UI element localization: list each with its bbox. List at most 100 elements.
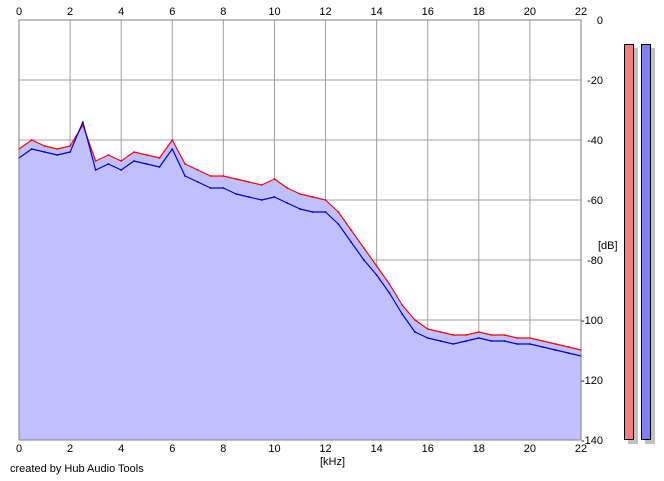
data-point <box>146 154 148 156</box>
data-point <box>197 169 199 171</box>
x-tick-label-top: 2 <box>67 6 73 18</box>
data-point <box>44 145 46 147</box>
data-point <box>491 340 493 342</box>
data-point <box>440 340 442 342</box>
data-point <box>197 181 199 183</box>
data-point <box>171 139 173 141</box>
data-point <box>120 160 122 162</box>
data-point <box>299 208 301 210</box>
data-point <box>389 292 391 294</box>
x-tick-label-bottom: 4 <box>118 443 124 455</box>
data-point <box>312 196 314 198</box>
x-tick-label-top: 18 <box>473 6 485 18</box>
data-point <box>120 169 122 171</box>
x-tick-label-top: 12 <box>319 6 331 18</box>
x-tick-label-top: 22 <box>575 6 587 18</box>
y-tick-label: -40 <box>587 135 603 147</box>
data-point <box>465 340 467 342</box>
level-meter-left <box>624 44 634 440</box>
data-point <box>529 337 531 339</box>
data-point <box>542 340 544 342</box>
data-point <box>95 169 97 171</box>
data-point <box>235 178 237 180</box>
data-point <box>235 193 237 195</box>
data-point <box>299 193 301 195</box>
data-point <box>337 211 339 213</box>
data-point <box>567 352 569 354</box>
data-point <box>325 211 327 213</box>
x-tick-label-bottom: 16 <box>422 443 434 455</box>
data-point <box>222 175 224 177</box>
y-tick-label: -100 <box>581 315 603 327</box>
data-point <box>248 181 250 183</box>
data-point <box>503 340 505 342</box>
data-point <box>274 178 276 180</box>
data-point <box>56 148 58 150</box>
data-point <box>312 211 314 213</box>
x-tick-label-bottom: 20 <box>524 443 536 455</box>
data-point <box>478 337 480 339</box>
data-point <box>31 139 33 141</box>
data-point <box>414 319 416 321</box>
data-point <box>555 349 557 351</box>
data-point <box>133 151 135 153</box>
y-tick-label: -20 <box>587 75 603 87</box>
data-point <box>452 334 454 336</box>
data-point <box>108 154 110 156</box>
y-tick-label: -80 <box>587 255 603 267</box>
data-point <box>389 283 391 285</box>
y-tick-label: -60 <box>587 195 603 207</box>
x-tick-label-top: 20 <box>524 6 536 18</box>
data-point <box>69 151 71 153</box>
data-point <box>350 241 352 243</box>
data-point <box>82 121 84 123</box>
data-point <box>363 259 365 261</box>
data-point <box>108 163 110 165</box>
data-point <box>261 184 263 186</box>
data-point <box>171 148 173 150</box>
y-tick-label: -140 <box>581 435 603 447</box>
data-point <box>69 145 71 147</box>
level-meter-right <box>641 44 651 440</box>
y-tick-label: -120 <box>581 375 603 387</box>
data-point <box>516 343 518 345</box>
data-point <box>529 343 531 345</box>
data-point <box>184 163 186 165</box>
data-point <box>427 337 429 339</box>
data-point <box>376 274 378 276</box>
x-tick-label-bottom: 6 <box>169 443 175 455</box>
data-point <box>248 196 250 198</box>
y-axis-label: [dB] <box>598 240 618 252</box>
x-tick-label-top: 6 <box>169 6 175 18</box>
spectrum-fill-area <box>19 122 581 440</box>
data-point <box>427 328 429 330</box>
data-point <box>516 337 518 339</box>
data-point <box>376 265 378 267</box>
data-point <box>159 157 161 159</box>
data-point <box>286 202 288 204</box>
data-point <box>286 187 288 189</box>
data-point <box>452 343 454 345</box>
data-point <box>222 187 224 189</box>
data-point <box>261 199 263 201</box>
x-axis-label: [kHz] <box>320 456 345 468</box>
x-tick-label-bottom: 12 <box>319 443 331 455</box>
data-point <box>337 223 339 225</box>
credit-text: created by Hub Audio Tools <box>10 463 144 475</box>
data-point <box>95 160 97 162</box>
x-tick-label-bottom: 8 <box>220 443 226 455</box>
data-point <box>133 160 135 162</box>
data-point <box>31 148 33 150</box>
data-point <box>184 175 186 177</box>
x-tick-label-top: 14 <box>371 6 383 18</box>
x-tick-label-top: 10 <box>268 6 280 18</box>
data-point <box>503 334 505 336</box>
data-point <box>325 199 327 201</box>
fill-layer <box>19 122 581 440</box>
x-tick-label-bottom: 0 <box>16 443 22 455</box>
data-point <box>440 331 442 333</box>
x-tick-label-top: 8 <box>220 6 226 18</box>
x-tick-label-bottom: 14 <box>371 443 383 455</box>
data-point <box>159 166 161 168</box>
